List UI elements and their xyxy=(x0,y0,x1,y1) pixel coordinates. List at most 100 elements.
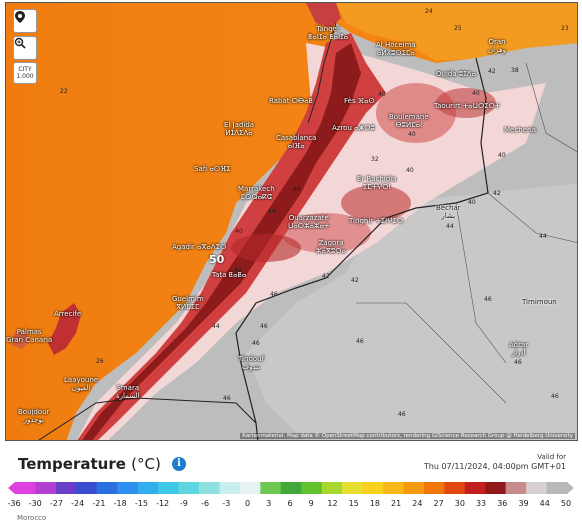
temp-label: 25 xyxy=(454,25,462,32)
place-marrakech[interactable]: Marrakech ⵎⵕⵕⴰⴽⵛ xyxy=(238,185,275,201)
place-mecheria[interactable]: Mecheria xyxy=(504,126,537,134)
temp-label: 44 xyxy=(446,223,454,230)
place-safi[interactable]: Safi ⴰⵙⴼⵉ xyxy=(194,165,231,173)
temp-label: 44 xyxy=(212,323,220,330)
place-boulemane[interactable]: Boulemane ⴱⵓⵍⵎⴰⵏ xyxy=(389,113,429,129)
place-oran[interactable]: Oran وهران xyxy=(488,38,507,54)
scale-swatch xyxy=(76,482,98,494)
temp-label: 40 xyxy=(408,131,416,138)
scale-swatch xyxy=(178,482,200,494)
place-agadir[interactable]: Agadir ⴰⴳⴰⴷⵉⵔ xyxy=(172,243,227,251)
temp-label: 42 xyxy=(322,273,330,280)
place-tindouf[interactable]: Tindouf تندوف xyxy=(238,355,265,371)
temp-label: 24 xyxy=(425,8,433,15)
scale-tick-label: 50 xyxy=(560,499,572,508)
weather-map[interactable]: CITY 1.000 Tanger ⵟⴰⵏⵊⴰ ⵟⴰⵏⵊⴰ Oran وهران A… xyxy=(5,2,578,441)
scale-tick-label: -21 xyxy=(92,499,106,508)
scale-tick-label: -18 xyxy=(113,499,127,508)
place-fes[interactable]: Fès ⴼⴰⵙ xyxy=(344,97,375,105)
temp-label: 46 xyxy=(398,411,406,418)
valid-datetime: Thu 07/11/2024, 04:00pm GMT+01 xyxy=(423,462,566,471)
scale-tick-label: -36 xyxy=(7,499,21,508)
place-eljadida[interactable]: El Jadida ⵍⵊⴷⵉⴷⴰ xyxy=(224,121,255,137)
city-toggle-button[interactable]: CITY 1.000 xyxy=(13,62,37,84)
scale-swatch xyxy=(423,482,445,494)
place-ouarzazate[interactable]: Ouarzazate ⵡⴰⵔⵣⴰⵣⴰⵜ xyxy=(288,214,330,230)
place-adrar[interactable]: Adrar أدرار xyxy=(509,341,529,357)
scale-swatch xyxy=(55,482,77,494)
place-alhoceima[interactable]: Al Hoceima ⴰⵍⵃⵓⵙⵉⵎⴰ xyxy=(376,41,416,57)
place-taourirt[interactable]: Taourirt ⵜⴰⵡⵔⵉⵔⵜ xyxy=(434,102,501,110)
scale-tick-label: 24 xyxy=(412,499,423,508)
scale-swatch xyxy=(239,482,261,494)
temp-label: 46 xyxy=(270,291,278,298)
temp-label: 26 xyxy=(96,358,104,365)
scale-arrow-low xyxy=(8,482,15,494)
border-line xyxy=(235,57,489,440)
temp-label: 46 xyxy=(514,359,522,366)
temp-label: 46 xyxy=(551,393,559,400)
scale-tick-label: 3 xyxy=(266,499,272,508)
scale-tick-label: 0 xyxy=(244,499,251,508)
color-scale-bar xyxy=(8,482,574,494)
scale-tick-label: -24 xyxy=(71,499,85,508)
place-tata[interactable]: Tata ⵟⴰⵟⴰ xyxy=(212,271,247,279)
scale-tick-label: 21 xyxy=(391,499,402,508)
place-arrecife[interactable]: Arrecife xyxy=(54,310,82,318)
scale-swatch xyxy=(403,482,425,494)
place-smara[interactable]: Smara السمارة xyxy=(116,384,140,400)
valid-label: Valid for xyxy=(537,453,566,461)
temp-label: 46 xyxy=(252,340,260,347)
place-oujda[interactable]: Oujda ⵓⵊⴷⴰ xyxy=(436,70,477,78)
scale-swatch xyxy=(526,482,548,494)
temp-label: 42 xyxy=(234,267,242,274)
legend-title-text: Temperature xyxy=(18,455,126,473)
canary-island xyxy=(48,303,81,355)
scale-swatch xyxy=(35,482,57,494)
temp-label: 40 xyxy=(406,167,414,174)
scale-swatch xyxy=(117,482,139,494)
temp-label-max: 50 xyxy=(209,253,225,266)
temp-label: 40 xyxy=(378,91,386,98)
place-bechar[interactable]: Béchar بشار xyxy=(436,204,461,220)
city-sub-label: 1.000 xyxy=(16,73,34,80)
scale-tick-label: 9 xyxy=(308,499,314,508)
scale-swatch xyxy=(464,482,486,494)
place-laayoune[interactable]: Laayoune العيون xyxy=(64,376,99,392)
scale-swatch xyxy=(321,482,343,494)
scale-tick-label: 36 xyxy=(497,499,508,508)
temp-label: 44 xyxy=(268,208,276,215)
scale-tick-label: 44 xyxy=(539,499,550,508)
place-errachidia[interactable]: Er Rachidia ⵉⵎⵜⵖⵔⵏ xyxy=(357,175,397,191)
scale-swatch xyxy=(546,482,568,494)
place-palmas[interactable]: Palmas Gran Canaria xyxy=(6,328,53,344)
scale-swatch xyxy=(260,482,282,494)
scale-tick-label: -3 xyxy=(222,499,231,508)
place-zagora[interactable]: Zagora ⵣⴰⴳⵓⵔⴰ xyxy=(316,239,346,255)
scale-swatch xyxy=(485,482,507,494)
temp-label: 44 xyxy=(539,233,547,240)
color-scale-labels: -36 -30 -27 -24 -21 -18 -15 -12 -9 -6 -3 0 3 6 9 12 15 18… xyxy=(7,499,571,509)
info-icon[interactable]: i xyxy=(172,457,186,471)
place-rabat[interactable]: Rabat ⵔⴱⴰⵟ xyxy=(269,97,314,105)
place-azrou[interactable]: Azrou ⴰⵥⵔⵓ xyxy=(332,124,375,132)
place-tinghir[interactable]: Tinghir ⵜⵉⵏⵖⵉⵔ xyxy=(349,217,404,225)
scale-tick-label: 33 xyxy=(475,499,487,508)
scale-tick-label: -6 xyxy=(201,499,210,508)
place-boujdour[interactable]: Boujdour بوجدور xyxy=(18,408,50,424)
zoom-button[interactable] xyxy=(13,36,37,60)
scale-swatch xyxy=(505,482,527,494)
valid-time: Valid for Thu 07/11/2024, 04:00pm GMT+01 xyxy=(424,452,566,472)
place-casablanca[interactable]: Casablanca ⴰⵏⴼⴰ xyxy=(276,134,317,150)
place-guelmim[interactable]: Guelmim ⴳⵍⵎⵉⵎ xyxy=(172,295,204,311)
temp-label: 46 xyxy=(484,296,492,303)
temp-label: 46 xyxy=(356,338,364,345)
legend-title: Temperature (°C) xyxy=(18,455,161,473)
locate-button[interactable] xyxy=(13,9,37,33)
place-timimoun[interactable]: Timimoun xyxy=(522,298,557,306)
scale-tick-label: -27 xyxy=(49,499,63,508)
temp-label: 46 xyxy=(223,395,231,402)
scale-tick-label: -15 xyxy=(134,499,148,508)
map-canvas xyxy=(6,3,577,440)
place-tanger[interactable]: Tanger ⵟⴰⵏⵊⴰ ⵟⴰⵏⵊⴰ xyxy=(308,25,349,41)
